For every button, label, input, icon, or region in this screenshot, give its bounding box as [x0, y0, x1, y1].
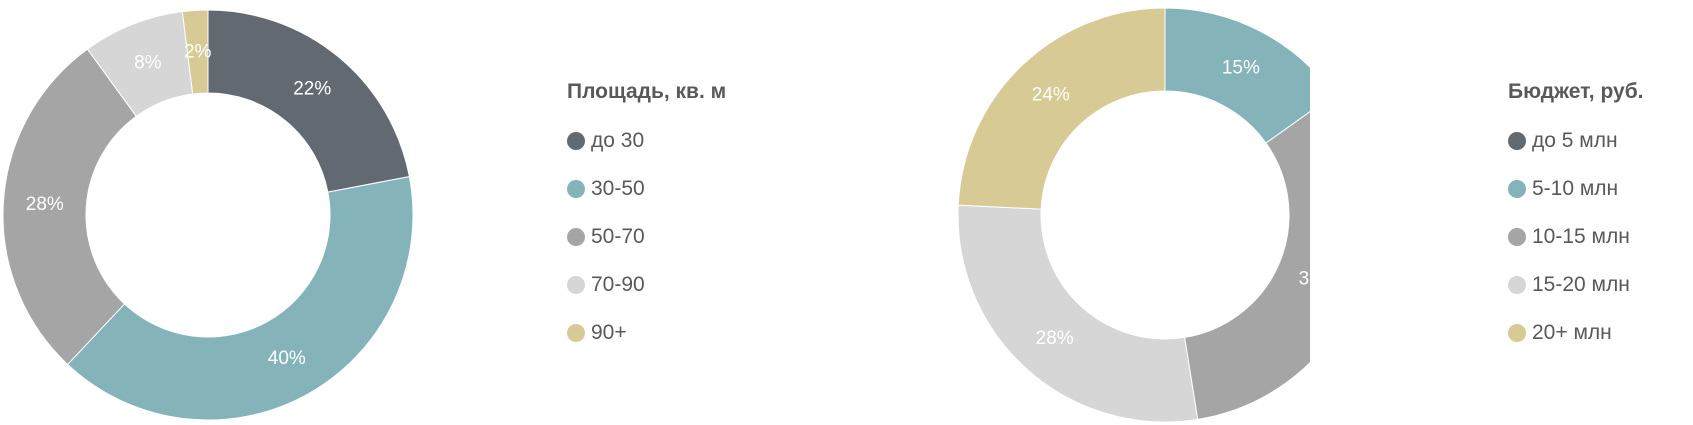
area-legend-swatch: [567, 132, 585, 150]
budget-legend-item: 10-15 млн: [1508, 213, 1644, 261]
area-slice-label-0: 22%: [293, 79, 331, 100]
area-legend-swatch: [567, 228, 585, 246]
budget-legend-item: 15-20 млн: [1508, 261, 1644, 309]
budget-legend-label: 5-10 млн: [1532, 177, 1619, 200]
budget-slice-4: [957, 7, 1166, 210]
area-legend-item: 30-50: [567, 165, 726, 213]
area-legend-label: 50-70: [591, 225, 645, 248]
area-legend-swatch: [567, 276, 585, 294]
budget-legend-item: 5-10 млн: [1508, 165, 1644, 213]
area-donut-chart: 22% 40% 28% 8% 2%: [2, 9, 414, 421]
budget-slice-label-1: 15%: [1222, 57, 1260, 78]
budget-legend-swatch: [1508, 180, 1526, 198]
area-legend: Площадь, кв. м до 30 30-50 50-70 70-90 90+: [567, 80, 726, 357]
budget-legend-item: 20+ млн: [1508, 309, 1644, 357]
area-legend-swatch: [567, 324, 585, 342]
budget-legend-swatch: [1508, 132, 1526, 150]
area-slice-label-3: 8%: [134, 52, 162, 73]
area-slice-label-4: 2%: [184, 41, 212, 62]
budget-legend-label: 20+ млн: [1532, 321, 1612, 344]
budget-slice-label-2: 32%: [1299, 268, 1310, 289]
budget-legend: Бюджет, руб. до 5 млн 5-10 млн 10-15 млн 15…: [1508, 80, 1644, 357]
budget-legend-label: до 5 млн: [1532, 129, 1618, 152]
area-legend-label: 30-50: [591, 177, 645, 200]
budget-legend-swatch: [1508, 228, 1526, 246]
area-legend-item: до 30: [567, 117, 726, 165]
budget-legend-swatch: [1508, 276, 1526, 294]
budget-legend-label: 10-15 млн: [1532, 225, 1630, 248]
area-legend-label: до 30: [591, 129, 645, 152]
budget-legend-label: 15-20 млн: [1532, 273, 1630, 296]
area-legend-item: 90+: [567, 309, 726, 357]
area-slice-1: [66, 176, 414, 421]
budget-slice-label-3: 28%: [1036, 328, 1074, 349]
area-slice-label-1: 40%: [268, 348, 306, 369]
area-slice-0: [207, 9, 410, 193]
area-legend-item: 70-90: [567, 261, 726, 309]
budget-donut-chart: 0%15%32%28%24%: [957, 7, 1310, 423]
budget-slice-2: [1184, 111, 1310, 420]
area-slice-2: [2, 48, 137, 366]
budget-legend-swatch: [1508, 324, 1526, 342]
area-slice-4: [181, 9, 209, 95]
budget-slice-1: [1164, 7, 1310, 144]
budget-slice-label-4: 24%: [1032, 85, 1070, 106]
budget-legend-title: Бюджет, руб.: [1508, 80, 1644, 103]
area-slice-label-2: 28%: [26, 194, 64, 215]
area-legend-title: Площадь, кв. м: [567, 80, 727, 103]
budget-slice-3: [957, 204, 1199, 423]
area-legend-swatch: [567, 180, 585, 198]
budget-legend-item: до 5 млн: [1508, 117, 1644, 165]
area-legend-label: 70-90: [591, 273, 645, 296]
area-legend-item: 50-70: [567, 213, 726, 261]
area-legend-label: 90+: [591, 321, 627, 344]
